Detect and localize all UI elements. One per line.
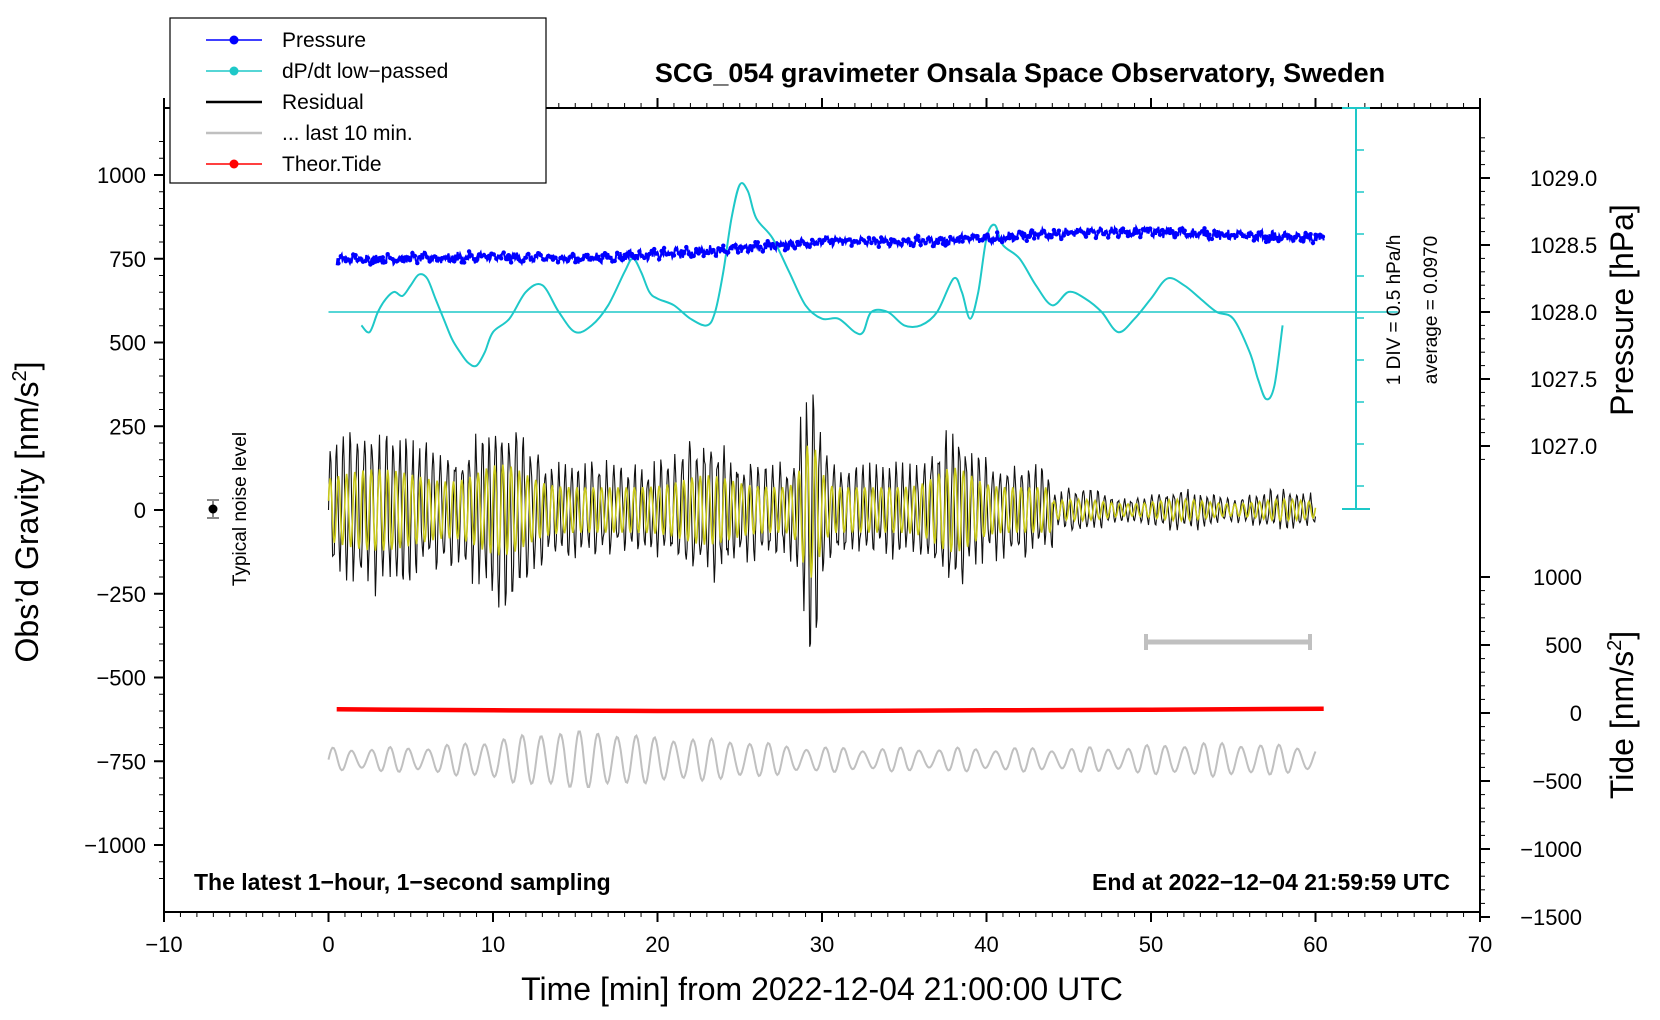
x-tick-label: 10 [481,932,505,957]
y-tick-label: 250 [109,414,146,439]
y-tick-label: 0 [134,498,146,523]
pressure-tick-label: 1028.0 [1530,300,1597,325]
tide-tick-label: 0 [1570,701,1582,726]
y-label-left-main: Obs’d Gravity [nm/s [9,382,45,663]
pressure-tick-label: 1027.0 [1530,434,1597,459]
pressure-trace [335,223,1325,267]
y-axis-label-left: Obs’d Gravity [nm/s2] [9,362,45,663]
y-tick-label: −750 [96,749,146,774]
noise-level-marker [207,499,219,519]
x-tick-label: 30 [810,932,834,957]
series-layer [327,182,1398,788]
legend-label: Residual [282,91,364,114]
legend-item: Residual [206,91,364,114]
legend-item: ... last 10 min. [206,122,413,145]
y-tick-label: 500 [109,331,146,356]
div-annotation: 1 DIV = 0.5 hPa/h [1384,235,1405,386]
legend-marker [229,35,239,45]
div-scale-bar [1342,107,1370,510]
x-tick-label: 70 [1468,932,1492,957]
x-tick-label: 20 [645,932,669,957]
y-tick-label: 1000 [97,163,146,188]
tide-tick-label: −1500 [1520,905,1582,930]
tide-tick-label: −1000 [1520,837,1582,862]
noise-level-label: Typical noise level [230,432,251,586]
pressure-tick-label: 1028.5 [1530,233,1597,258]
legend-label: Theor.Tide [282,153,382,176]
y-label-tide-sup: 2 [1604,640,1626,651]
dpdt-trace [360,182,1284,401]
x-tick-label: 60 [1303,932,1327,957]
legend-label: ... last 10 min. [282,122,413,145]
bottom-left-note: The latest 1−hour, 1−second sampling [194,869,611,895]
residual-trace [327,394,1317,647]
legend: Pressure dP/dt low−passed Residual ... last… [169,17,547,184]
y-label-tide-main: Tide [nm/s [1604,651,1640,799]
y-axis-label-pressure: Pressure [hPa] [1604,204,1640,416]
filtered-trace [327,445,1317,578]
y-axis-label-tide: Tide [nm/s2] [1604,631,1640,799]
last-10-min-trace [327,730,1317,788]
legend-label: dP/dt low−passed [282,60,448,83]
y-tick-label: −500 [96,666,146,691]
legend-box [169,17,547,184]
y-label-left-sup: 2 [9,370,31,381]
y-tick-label: −1000 [84,833,146,858]
last-10-min-bar [1144,634,1312,650]
legend-marker [229,159,239,169]
y-label-left-end: ] [9,362,45,371]
tide-tick-label: 500 [1545,633,1582,658]
x-tick-label: 50 [1139,932,1163,957]
x-tick-label: −10 [145,932,182,957]
y-label-tide-end: ] [1604,631,1640,640]
x-tick-label: 40 [974,932,998,957]
legend-label: Pressure [282,29,366,52]
tide-tick-label: 1000 [1533,565,1582,590]
pressure-tick-label: 1029.0 [1530,166,1597,191]
legend-item: dP/dt low−passed [206,60,448,83]
tide-tick-label: −500 [1532,769,1582,794]
legend-item: Theor.Tide [206,153,382,176]
legend-marker [229,66,239,76]
tide-trace [336,706,1324,714]
y-tick-label: −250 [96,582,146,607]
axis-ticks: −10 0 10 20 30 40 50 60 70 1000 750 500 250 0 −250 −500… [84,98,1597,957]
pressure-tick-label: 1027.5 [1530,367,1597,392]
average-annotation: average = 0.0970 [1421,236,1442,384]
y-tick-label: 750 [109,247,146,272]
chart-title: SCG_054 gravimeter Onsala Space Observat… [655,58,1385,88]
bottom-right-note: End at 2022−12−04 21:59:59 UTC [1092,869,1450,895]
x-axis-label: Time [min] from 2022-12-04 21:00:00 UTC [521,971,1123,1007]
x-tick-label: 0 [322,932,334,957]
legend-item: Pressure [206,29,366,52]
